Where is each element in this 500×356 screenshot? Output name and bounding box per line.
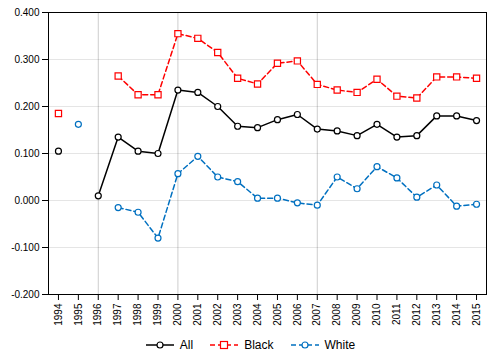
svg-text:2014: 2014 [451,303,462,326]
svg-text:2005: 2005 [272,303,283,326]
svg-text:2013: 2013 [431,303,442,326]
svg-text:1999: 1999 [152,303,163,326]
svg-text:2006: 2006 [292,303,303,326]
svg-text:0.000: 0.000 [14,195,39,206]
html-text:All: All [179,338,194,352]
svg-text:1996: 1996 [92,303,103,326]
svg-text:2015: 2015 [471,303,482,326]
svg-text:1994: 1994 [53,303,64,326]
svg-text:-0.100: -0.100 [11,242,40,253]
svg-text:2009: 2009 [351,303,362,326]
svg-text:2000: 2000 [172,303,183,326]
svg-text:2007: 2007 [311,303,322,326]
svg-text:2002: 2002 [212,303,223,326]
svg-text:1998: 1998 [132,303,143,326]
svg-text:1997: 1997 [112,303,123,326]
html-text:Black: Black [244,338,274,352]
html-text:White: White [324,338,356,352]
svg-text:2003: 2003 [232,303,243,326]
svg-text:2010: 2010 [371,303,382,326]
svg-text:1995: 1995 [73,303,84,326]
svg-text:0.300: 0.300 [14,54,39,65]
svg-text:2008: 2008 [331,303,342,326]
svg-text:2012: 2012 [411,303,422,326]
svg-text:2001: 2001 [192,303,203,326]
svg-text:2011: 2011 [391,303,402,325]
svg-text:0.400: 0.400 [14,7,39,18]
svg-text:0.100: 0.100 [14,148,39,159]
svg-text:2004: 2004 [252,303,263,326]
svg-text:-0.200: -0.200 [11,289,40,300]
svg-text:0.200: 0.200 [14,101,39,112]
